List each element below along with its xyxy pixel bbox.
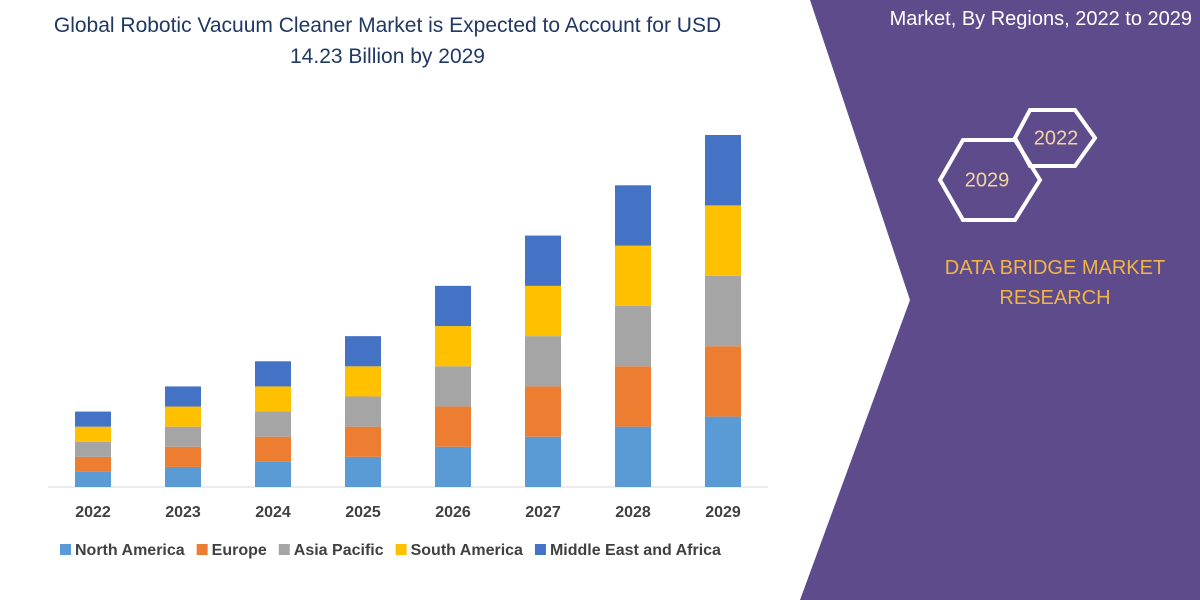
bar-segment xyxy=(435,285,471,327)
bar-segment xyxy=(435,446,471,487)
x-tick-label: 2026 xyxy=(435,504,471,521)
bar-segment xyxy=(435,366,471,407)
bar-segment xyxy=(525,336,561,387)
bar-segment xyxy=(75,456,111,472)
bar-segment xyxy=(165,406,201,427)
bar-segment xyxy=(75,426,111,442)
x-tick-label: 2028 xyxy=(615,504,651,521)
bar-segment xyxy=(705,416,741,487)
bar-segment xyxy=(255,461,291,487)
bar-segment xyxy=(75,411,111,427)
bar-segment xyxy=(615,366,651,427)
bar-segment xyxy=(345,426,381,457)
bar-segment xyxy=(705,205,741,276)
bar-segment xyxy=(615,185,651,246)
bar-segment xyxy=(165,386,201,407)
hexagon-label: 2022 xyxy=(1034,127,1079,149)
bar-segment xyxy=(705,346,741,417)
hexagon-label: 2029 xyxy=(965,169,1010,191)
legend-label: South America xyxy=(411,542,523,559)
bar-segment xyxy=(525,285,561,337)
bar-segment xyxy=(615,426,651,487)
bar-segment xyxy=(255,386,291,412)
plot: 2022 2023 2024 2025 2026 2027 2028 2029 North Am… xyxy=(48,135,768,559)
bar-segment xyxy=(525,386,561,437)
x-tick-label: 2024 xyxy=(255,504,291,521)
bar-segment xyxy=(435,406,471,447)
bar-segment xyxy=(345,366,381,397)
bar-segment xyxy=(75,471,111,487)
legend-swatch xyxy=(395,544,407,555)
bar-segment xyxy=(165,426,201,447)
bar-segment xyxy=(345,336,381,367)
legend-swatch xyxy=(196,544,208,555)
panel-heading: Market, By Regions, 2022 to 2029 xyxy=(889,8,1192,30)
bar-segment xyxy=(165,446,201,467)
chart-title: Global Robotic Vacuum Cleaner Market is … xyxy=(53,14,722,68)
legend-label: North America xyxy=(75,542,185,559)
x-tick-label: 2022 xyxy=(75,504,111,521)
legend-label: Europe xyxy=(212,542,267,559)
bar-segment xyxy=(255,411,291,437)
legend-label: Middle East and Africa xyxy=(550,542,721,559)
bar-segment xyxy=(345,456,381,487)
x-tick-label: 2023 xyxy=(165,504,201,521)
legend-label: Asia Pacific xyxy=(294,542,384,559)
bar-segment xyxy=(255,361,291,387)
bar-segment xyxy=(435,326,471,367)
bar-segment xyxy=(525,436,561,487)
x-tick-label: 2029 xyxy=(705,504,741,521)
x-tick-label: 2027 xyxy=(525,504,561,521)
side-panel-bg xyxy=(800,0,1200,600)
legend-swatch xyxy=(278,544,290,555)
bar-segment xyxy=(705,275,741,347)
bar-segment xyxy=(165,466,201,487)
bar-segment xyxy=(345,396,381,427)
legend-swatch xyxy=(60,544,71,555)
brand: DATA BRIDGE MARKET RESEARCH xyxy=(944,257,1166,309)
bar-segment xyxy=(615,305,651,367)
legend-swatch xyxy=(534,544,546,555)
bar-segment xyxy=(255,436,291,462)
bar-segment xyxy=(615,245,651,306)
bar-segment xyxy=(525,235,561,286)
bar-segment xyxy=(705,135,741,206)
bar-segment xyxy=(75,441,111,457)
hexagon xyxy=(937,138,1043,222)
x-tick-label: 2025 xyxy=(345,504,381,521)
